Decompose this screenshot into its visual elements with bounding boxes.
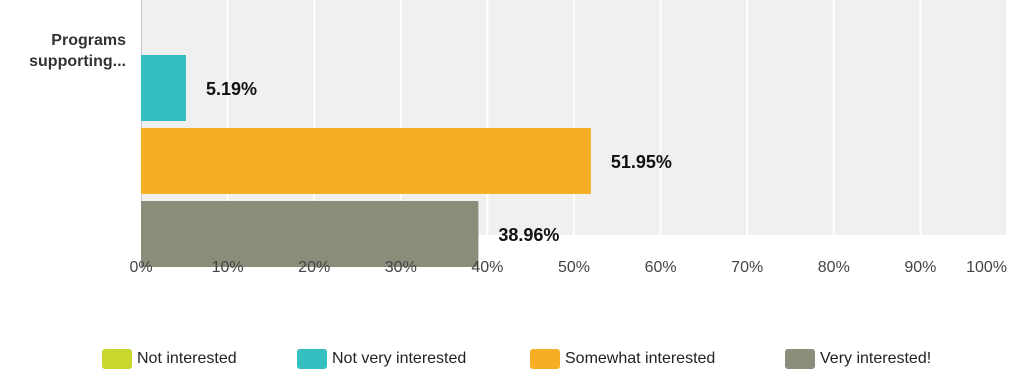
x-tick-label: 50% bbox=[558, 259, 590, 276]
legend-label: Very interested! bbox=[820, 350, 932, 367]
legend-swatch bbox=[785, 349, 815, 369]
bar-not-very-interested bbox=[141, 55, 186, 121]
data-label: 51.95% bbox=[611, 152, 672, 172]
legend-swatch bbox=[530, 349, 560, 369]
x-tick-label: 100% bbox=[966, 259, 1007, 276]
legend-label: Not very interested bbox=[332, 350, 467, 367]
bar-very-interested bbox=[141, 201, 479, 267]
x-tick-label: 0% bbox=[129, 259, 152, 276]
legend-item-not-very-interested: Not very interested bbox=[297, 348, 466, 370]
x-tick-label: 80% bbox=[818, 259, 850, 276]
data-labels: 5.19% 51.95% 38.96% bbox=[206, 79, 672, 245]
legend-label: Not interested bbox=[137, 350, 237, 367]
x-tick-label: 40% bbox=[471, 259, 503, 276]
legend: Not interested Not very interested Somew… bbox=[0, 348, 1011, 372]
legend-swatch bbox=[102, 349, 132, 369]
legend-swatch bbox=[297, 349, 327, 369]
category-label: Programs supporting... bbox=[29, 32, 126, 70]
legend-label: Somewhat interested bbox=[565, 350, 716, 367]
x-tick-label: 70% bbox=[731, 259, 763, 276]
bar-somewhat-interested bbox=[141, 128, 591, 194]
x-tick-label: 90% bbox=[904, 259, 936, 276]
bars bbox=[141, 55, 591, 267]
legend-item-very-interested: Very interested! bbox=[785, 348, 931, 370]
data-label: 5.19% bbox=[206, 79, 257, 99]
legend-item-somewhat-interested: Somewhat interested bbox=[530, 348, 715, 370]
x-tick-label: 20% bbox=[298, 259, 330, 276]
legend-item-not-interested: Not interested bbox=[102, 348, 237, 370]
x-tick-label: 30% bbox=[385, 259, 417, 276]
data-label: 38.96% bbox=[498, 225, 559, 245]
x-tick-label: 10% bbox=[212, 259, 244, 276]
x-axis-ticks: 0% 10% 20% 30% 40% 50% 60% 70% 80% 90% 100% bbox=[129, 259, 1007, 276]
x-tick-label: 60% bbox=[645, 259, 677, 276]
